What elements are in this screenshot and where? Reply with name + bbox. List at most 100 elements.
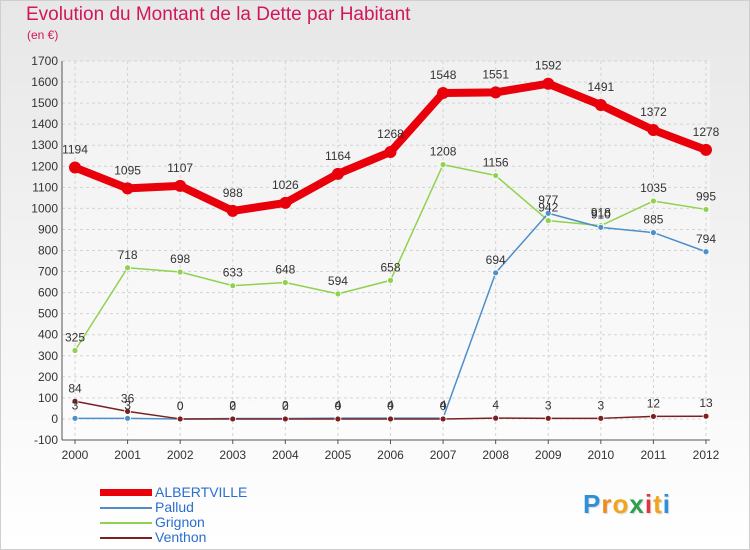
logo-letter: i — [662, 489, 671, 519]
data-point-grignon — [492, 172, 500, 179]
data-point-venthon — [176, 415, 184, 423]
y-tick-label: 1400 — [31, 117, 58, 131]
data-label-pallud: 3 — [72, 398, 79, 412]
logo-letter: i — [644, 489, 654, 519]
chart-title: Evolution du Montant de la Dette par Hab… — [26, 4, 411, 25]
logo-letter: x — [629, 489, 645, 519]
data-label-grignon: 1035 — [640, 181, 667, 195]
y-tick-label: 400 — [38, 328, 58, 342]
data-point-grignon — [281, 279, 289, 286]
data-point-grignon — [71, 347, 79, 354]
data-label-grignon: 698 — [170, 252, 190, 266]
x-tick-label: 2005 — [325, 448, 352, 462]
x-tick-label: 2010 — [587, 448, 614, 462]
data-label-grignon: 594 — [328, 274, 348, 288]
x-tick-label: 2004 — [272, 448, 299, 462]
data-point-grignon — [650, 197, 657, 205]
logo-letter: r — [601, 489, 613, 519]
data-label-albertville: 1194 — [62, 143, 88, 157]
data-label-pallud: 794 — [696, 232, 716, 246]
data-point-pallud — [71, 414, 79, 422]
data-label-venthon: 36 — [121, 391, 135, 405]
data-label-albertville: 1551 — [482, 67, 509, 81]
data-point-grignon — [124, 264, 131, 272]
data-point-pallud — [650, 229, 657, 237]
data-label-albertville: 1278 — [693, 125, 720, 139]
chart-subtitle: (en €) — [27, 28, 59, 42]
data-label-grignon: 648 — [275, 263, 295, 277]
data-label-grignon: 918 — [591, 206, 611, 220]
y-tick-label: 1300 — [31, 138, 58, 152]
y-tick-label: 1200 — [31, 159, 58, 173]
data-point-albertville — [226, 204, 239, 217]
data-label-pallud: 3 — [124, 398, 131, 412]
data-point-grignon — [176, 268, 184, 276]
y-tick-label: 700 — [38, 265, 58, 279]
data-label-grignon: 1208 — [430, 145, 457, 159]
data-point-pallud — [597, 223, 605, 231]
data-label-venthon: 0 — [335, 399, 342, 413]
data-label-albertville: 1026 — [272, 178, 299, 192]
x-tick-label: 2000 — [62, 448, 89, 462]
legend-item-albertville: ALBERTVILLE — [100, 485, 247, 500]
data-label-pallud: 2 — [282, 399, 289, 413]
data-point-albertville — [384, 145, 397, 158]
data-point-albertville — [437, 87, 450, 100]
data-label-pallud: 0 — [177, 399, 184, 413]
data-point-albertville — [700, 143, 712, 156]
legend-label-venthon: Venthon — [155, 529, 207, 545]
data-label-venthon: 84 — [68, 381, 82, 395]
data-label-pallud: 4 — [440, 398, 447, 412]
data-label-pallud: 4 — [387, 398, 394, 412]
logo-letter: P — [583, 489, 602, 519]
legend-swatch-grignon — [100, 521, 152, 524]
data-point-grignon — [387, 276, 394, 284]
x-tick-label: 2003 — [219, 448, 246, 462]
x-tick-label: 2009 — [535, 448, 562, 462]
data-label-grignon: 942 — [538, 201, 558, 215]
data-label-albertville: 1372 — [640, 105, 667, 119]
y-tick-label: 500 — [38, 307, 58, 321]
x-tick-label: 2007 — [430, 448, 457, 462]
data-point-venthon — [71, 397, 79, 405]
data-label-grignon: 658 — [380, 260, 400, 274]
data-label-venthon: 3 — [597, 398, 604, 412]
data-label-pallud: 885 — [643, 213, 663, 227]
data-label-pallud: 694 — [486, 253, 506, 267]
data-label-venthon: 0 — [387, 399, 394, 413]
data-point-grignon — [702, 206, 710, 213]
x-tick-label: 2002 — [167, 448, 194, 462]
data-label-albertville: 1491 — [587, 80, 614, 94]
data-label-albertville: 1095 — [114, 163, 141, 177]
legend-item-pallud: Pallud — [100, 500, 247, 515]
data-point-albertville — [279, 196, 292, 209]
data-point-venthon — [124, 407, 131, 415]
data-point-albertville — [594, 99, 607, 112]
data-point-albertville — [542, 77, 555, 90]
data-label-venthon: 0 — [229, 399, 236, 413]
data-label-venthon: 3 — [545, 398, 552, 412]
legend-label-grignon: Grignon — [155, 514, 205, 530]
y-tick-label: 0 — [51, 412, 58, 426]
data-point-venthon — [334, 415, 342, 423]
legend-item-venthon: Venthon — [100, 530, 247, 545]
data-point-venthon — [597, 414, 605, 422]
x-tick-label: 2012 — [693, 448, 720, 462]
data-point-venthon — [439, 415, 447, 423]
x-tick-label: 2008 — [482, 448, 509, 462]
data-point-venthon — [544, 414, 552, 422]
data-label-albertville: 988 — [223, 186, 243, 200]
x-tick-label: 2006 — [377, 448, 404, 462]
data-point-venthon — [281, 415, 289, 423]
logo-letter: t — [653, 489, 663, 519]
data-point-grignon — [544, 217, 552, 225]
data-point-pallud — [124, 414, 131, 422]
logo-letter: o — [612, 489, 630, 519]
data-point-grignon — [229, 282, 237, 290]
x-tick-label: 2001 — [114, 448, 141, 462]
proxiti-logo: Proxiti — [583, 489, 671, 520]
legend-swatch-pallud — [100, 506, 152, 509]
data-label-grignon: 1156 — [483, 156, 509, 170]
data-point-albertville — [69, 161, 81, 174]
